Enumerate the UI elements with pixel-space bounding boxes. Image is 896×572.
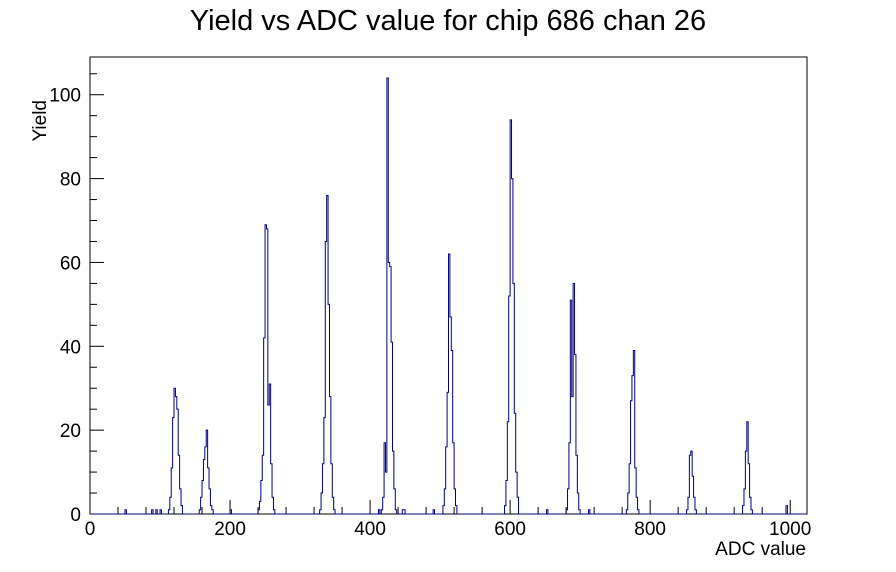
x-tick-label: 800 — [634, 519, 666, 540]
x-tick-label: 400 — [354, 519, 386, 540]
x-tick-label: 200 — [214, 519, 246, 540]
plot-frame — [89, 56, 808, 515]
chart-title: Yield vs ADC value for chip 686 chan 26 — [190, 5, 706, 37]
y-tick-label: 100 — [49, 86, 81, 107]
y-tick-label: 40 — [60, 337, 81, 358]
y-tick-label: 60 — [60, 253, 81, 274]
y-tick-label: 80 — [60, 170, 81, 191]
x-tick-label: 600 — [494, 519, 526, 540]
y-axis: 0 20 40 60 80 100 — [49, 73, 104, 526]
x-tick-label: 0 — [85, 519, 96, 540]
x-axis: 0 200 400 600 800 1000 — [85, 500, 811, 540]
y-tick-label: 0 — [70, 505, 81, 526]
histogram-series — [90, 77, 807, 515]
y-tick-label: 20 — [60, 421, 81, 442]
x-axis-label: ADC value — [715, 539, 806, 560]
y-axis-label: Yield — [30, 100, 51, 142]
x-tick-label: 1000 — [769, 519, 811, 540]
